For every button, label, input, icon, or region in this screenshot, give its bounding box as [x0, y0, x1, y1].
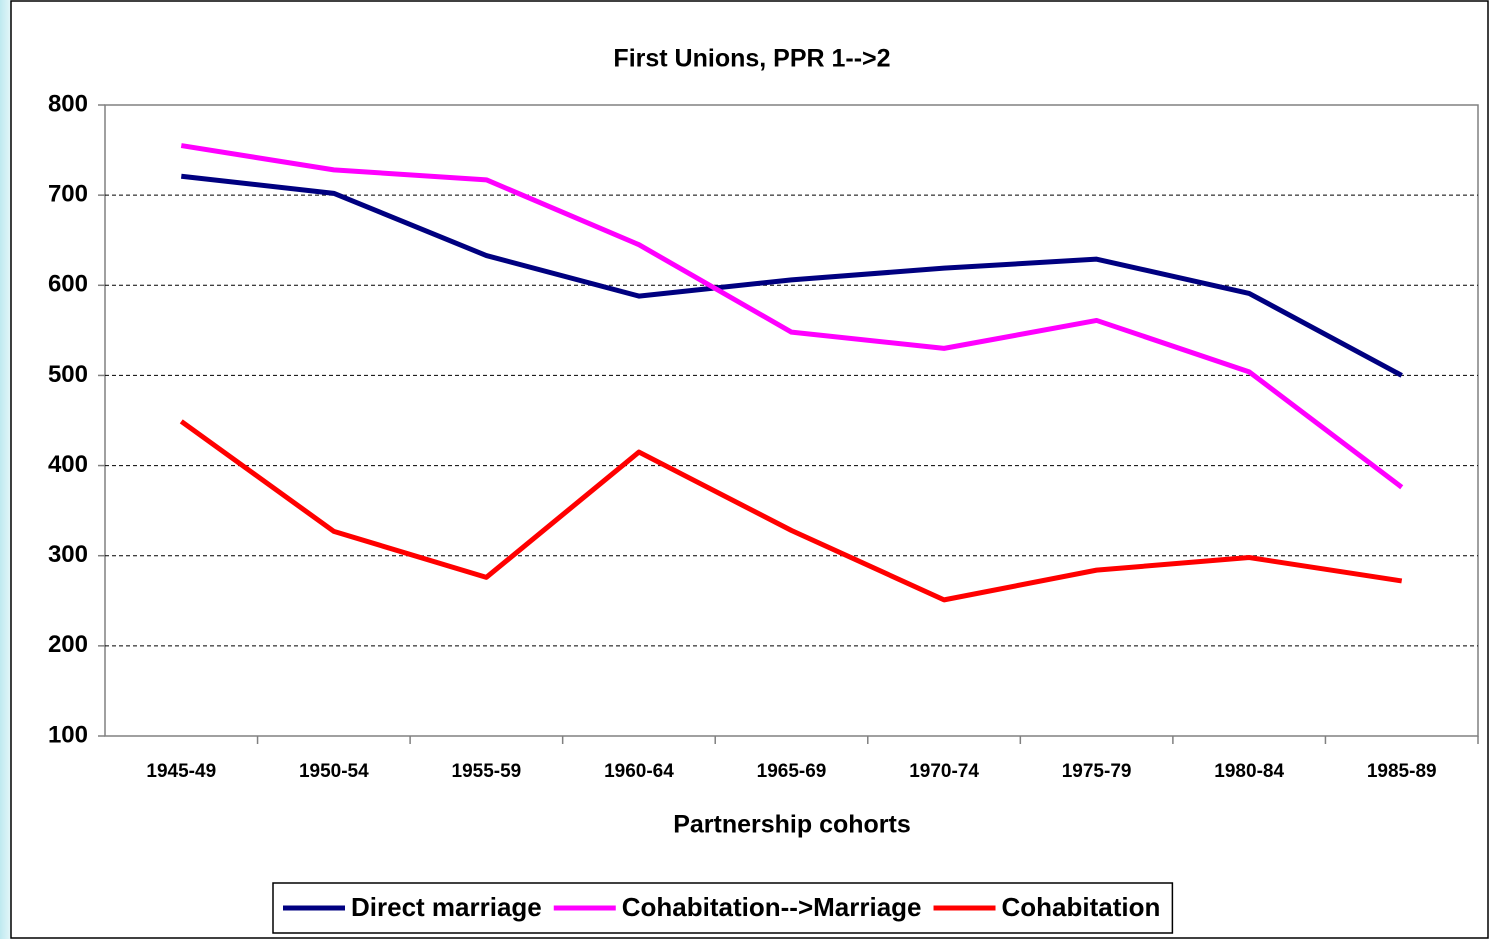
x-tick-label: 1945-49 — [146, 761, 216, 782]
x-tick-label: 1975-79 — [1062, 761, 1132, 782]
series-line — [179, 419, 1403, 603]
side-strip — [0, 0, 12, 939]
legend-label: Cohabitation-->Marriage — [622, 892, 922, 922]
x-tick-label: 1965-69 — [757, 761, 827, 782]
y-tick-label: 200 — [48, 631, 88, 658]
y-tick-label: 700 — [48, 180, 88, 207]
y-tick-label: 800 — [48, 90, 88, 117]
y-tick-label: 400 — [48, 451, 88, 478]
chart-title: First Unions, PPR 1-->2 — [613, 45, 890, 73]
y-tick-label: 300 — [48, 541, 88, 568]
plot-area — [104, 104, 1479, 737]
y-tick-label: 500 — [48, 361, 88, 388]
series-line — [180, 173, 1403, 378]
x-axis-label: Partnership cohorts — [673, 811, 911, 839]
x-tick-label: 1955-59 — [452, 761, 522, 782]
series-line — [180, 143, 1404, 490]
y-tick-label: 600 — [48, 271, 88, 298]
x-tick-label: 1960-64 — [604, 761, 674, 782]
legend-box — [272, 882, 1174, 934]
x-tick-label: 1985-89 — [1367, 761, 1437, 782]
x-tick-label: 1970-74 — [909, 761, 979, 782]
chart-frame — [10, 0, 1489, 939]
y-tick-label: 100 — [48, 721, 88, 748]
x-tick-label: 1980-84 — [1214, 761, 1284, 782]
legend-label: Direct marriage — [351, 892, 542, 922]
legend-label: Cohabitation — [1002, 892, 1161, 922]
x-tick-label: 1950-54 — [299, 761, 369, 782]
